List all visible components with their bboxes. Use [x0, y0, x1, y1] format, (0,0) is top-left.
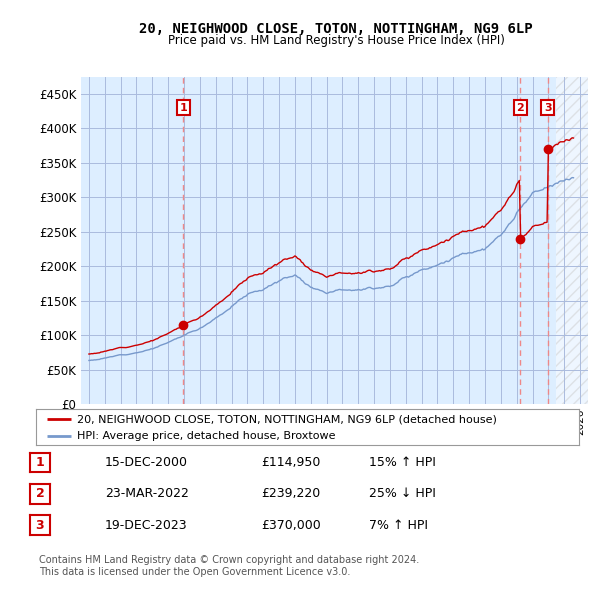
Text: 2: 2 — [517, 103, 524, 113]
Text: Contains HM Land Registry data © Crown copyright and database right 2024.: Contains HM Land Registry data © Crown c… — [39, 555, 419, 565]
Text: 19-DEC-2023: 19-DEC-2023 — [105, 519, 188, 532]
Text: 3: 3 — [35, 519, 44, 532]
Text: 1: 1 — [35, 456, 44, 469]
Text: 23-MAR-2022: 23-MAR-2022 — [105, 487, 189, 500]
Text: £370,000: £370,000 — [261, 519, 321, 532]
Text: 20, NEIGHWOOD CLOSE, TOTON, NOTTINGHAM, NG9 6LP: 20, NEIGHWOOD CLOSE, TOTON, NOTTINGHAM, … — [139, 22, 533, 37]
Text: £114,950: £114,950 — [261, 456, 320, 469]
Text: Price paid vs. HM Land Registry's House Price Index (HPI): Price paid vs. HM Land Registry's House … — [167, 34, 505, 47]
Text: 15% ↑ HPI: 15% ↑ HPI — [369, 456, 436, 469]
Text: HPI: Average price, detached house, Broxtowe: HPI: Average price, detached house, Brox… — [77, 431, 335, 441]
Text: 1: 1 — [179, 103, 187, 113]
Text: 15-DEC-2000: 15-DEC-2000 — [105, 456, 188, 469]
Text: 20, NEIGHWOOD CLOSE, TOTON, NOTTINGHAM, NG9 6LP (detached house): 20, NEIGHWOOD CLOSE, TOTON, NOTTINGHAM, … — [77, 414, 497, 424]
Text: £239,220: £239,220 — [261, 487, 320, 500]
Text: 7% ↑ HPI: 7% ↑ HPI — [369, 519, 428, 532]
Text: This data is licensed under the Open Government Licence v3.0.: This data is licensed under the Open Gov… — [39, 567, 350, 577]
Text: 3: 3 — [544, 103, 551, 113]
Text: 2: 2 — [35, 487, 44, 500]
Text: 25% ↓ HPI: 25% ↓ HPI — [369, 487, 436, 500]
